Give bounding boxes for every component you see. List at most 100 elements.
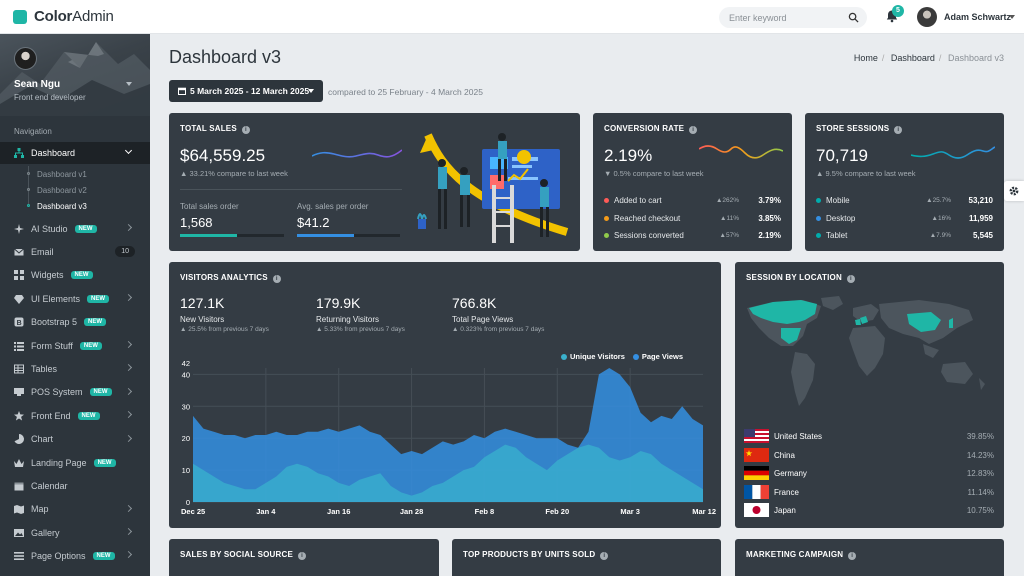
search-icon[interactable] xyxy=(848,12,859,23)
compare-text: compared to 25 February - 4 March 2025 xyxy=(328,87,483,97)
submenu-item-active[interactable]: Dashboard v3 xyxy=(0,198,150,214)
sidebar-item-label: AI Studio xyxy=(31,223,68,234)
submenu-label: Dashboard v1 xyxy=(37,169,87,179)
sidebar-item-landing-page[interactable]: Landing Page NEW xyxy=(0,451,150,474)
sidebar-profile[interactable]: Sean Ngu Front end developer xyxy=(0,34,150,116)
visitors-area-chart: 0 10 20 30 40 42 Dec 25 Jan 4 Jan 16 Jan 28 Feb 8 F… xyxy=(181,359,716,516)
count-badge: 10 xyxy=(115,246,135,258)
profile-caret-icon[interactable] xyxy=(126,82,132,86)
submenu-dot-icon xyxy=(27,204,30,207)
card-title: VISITORS ANALYTICS xyxy=(180,273,268,282)
info-icon[interactable]: i xyxy=(600,552,609,560)
stat-label: Total Page Views xyxy=(452,315,514,324)
sidebar-item-label: Tables xyxy=(31,364,58,375)
change-text: 5.33% from previous 7 days xyxy=(324,326,405,333)
conversion-rate-change: ▼ 0.5% compare to last week xyxy=(604,169,704,178)
series-area-unique-visitors xyxy=(193,444,703,502)
sidebar-item-chart[interactable]: Chart xyxy=(0,428,150,451)
x-tick-label: Dec 25 xyxy=(181,507,205,516)
location-row: China 14.23% xyxy=(744,447,994,462)
chevron-down-icon xyxy=(124,146,133,155)
date-range-button[interactable]: 5 March 2025 - 12 March 2025 xyxy=(169,80,323,102)
stat-value: 179.9K xyxy=(316,295,361,311)
world-map[interactable] xyxy=(743,294,996,424)
breadcrumb: Home / Dashboard / Dashboard v3 xyxy=(854,53,1004,63)
chevron-right-icon xyxy=(124,528,133,536)
sidebar-item-bootstrap-5[interactable]: B Bootstrap 5 NEW xyxy=(0,311,150,334)
sidebar-item-ui-elements[interactable]: UI Elements NEW xyxy=(0,287,150,310)
sidebar-item-dashboard[interactable]: Dashboard xyxy=(0,142,150,164)
sidebar-item-map[interactable]: Map xyxy=(0,498,150,521)
sidebar-item-tables[interactable]: Tables xyxy=(0,357,150,380)
calendar-icon xyxy=(14,482,24,491)
profile-background-image xyxy=(0,42,150,116)
sidebar-item-ai-studio[interactable]: AI Studio NEW xyxy=(0,217,150,240)
chevron-right-icon xyxy=(124,504,133,512)
sidebar-item-calendar[interactable]: Calendar xyxy=(0,474,150,497)
x-tick-label: Jan 16 xyxy=(327,507,350,516)
legend-label: Unique Visitors xyxy=(570,352,625,361)
stat-percent-value: 57% xyxy=(725,232,739,239)
form-icon xyxy=(14,341,24,351)
stat-percent: ▲11% xyxy=(720,214,739,222)
stat-label: Sessions converted xyxy=(614,231,684,240)
info-icon[interactable]: i xyxy=(848,552,857,560)
x-tick-label: Feb 8 xyxy=(475,507,495,516)
submenu-item[interactable]: Dashboard v1 xyxy=(0,166,150,182)
chart-legend: Unique Visitors Page Views xyxy=(553,352,683,361)
info-icon[interactable]: i xyxy=(298,552,307,560)
de-flag-icon xyxy=(744,466,769,481)
y-tick-label: 0 xyxy=(186,498,190,507)
sidebar-item-label: Form Stuff xyxy=(31,340,73,351)
country-name: China xyxy=(774,450,795,460)
sidebar-item-widgets[interactable]: Widgets NEW xyxy=(0,264,150,287)
stat-row: Sessions converted ▲57% 2.19% xyxy=(604,231,781,243)
total-sales-value: $64,559.25 xyxy=(180,146,266,165)
breadcrumb-separator: / xyxy=(881,53,885,63)
sidebar-item-page-options[interactable]: Page Options NEW xyxy=(0,544,150,567)
sidebar-item-front-end[interactable]: Front End NEW xyxy=(0,404,150,427)
info-icon[interactable]: i xyxy=(272,275,281,283)
user-caret-icon[interactable] xyxy=(1009,15,1015,19)
orders-value: 1,568 xyxy=(180,215,213,230)
app-logo[interactable]: ColorAdmin xyxy=(13,8,114,25)
pos-icon xyxy=(14,388,24,397)
theme-settings-button[interactable] xyxy=(1004,181,1024,201)
stat-row: Reached checkout ▲11% 3.85% xyxy=(604,214,781,226)
notification-badge: 5 xyxy=(892,5,904,17)
y-tick-label: 20 xyxy=(182,434,190,443)
chevron-right-icon xyxy=(124,294,133,302)
breadcrumb-dashboard[interactable]: Dashboard xyxy=(890,53,935,63)
info-icon[interactable]: i xyxy=(689,126,698,134)
submenu-label: Dashboard v3 xyxy=(37,201,87,211)
info-icon[interactable]: i xyxy=(846,275,855,283)
chevron-right-icon xyxy=(124,340,133,348)
orders-progress-track xyxy=(180,234,284,237)
map-icon xyxy=(14,505,24,515)
status-dot-icon xyxy=(816,198,821,203)
info-icon[interactable]: i xyxy=(241,126,250,134)
breadcrumb-home[interactable]: Home xyxy=(853,53,878,63)
y-tick-label: 10 xyxy=(182,466,190,475)
top-products-card: TOP PRODUCTS BY UNITS SOLD i xyxy=(452,539,721,576)
sidebar-item-form-stuff[interactable]: Form Stuff NEW xyxy=(0,334,150,357)
svg-text:B: B xyxy=(17,320,22,327)
sidebar-item-label: POS System xyxy=(31,387,83,398)
y-tick-label: 40 xyxy=(182,370,190,379)
user-avatar[interactable] xyxy=(917,7,937,27)
chevron-right-icon xyxy=(124,387,133,395)
sidebar-item-email[interactable]: Email 10 xyxy=(0,240,150,263)
legend-swatch xyxy=(561,353,567,360)
top-header: ColorAdmin 5 Adam Schwartz xyxy=(0,0,1024,34)
search-input[interactable] xyxy=(729,12,839,23)
user-name[interactable]: Adam Schwartz xyxy=(944,12,1012,22)
x-tick-label: Mar 12 xyxy=(692,507,716,516)
submenu-item[interactable]: Dashboard v2 xyxy=(0,182,150,198)
sidebar-item-gallery[interactable]: Gallery xyxy=(0,521,150,544)
table-icon xyxy=(14,364,24,374)
sidebar-item-pos-system[interactable]: POS System NEW xyxy=(0,381,150,404)
chevron-right-icon xyxy=(124,551,133,559)
us-flag-icon xyxy=(744,429,769,443)
legend-swatch xyxy=(632,353,639,360)
info-icon[interactable]: i xyxy=(894,126,903,134)
